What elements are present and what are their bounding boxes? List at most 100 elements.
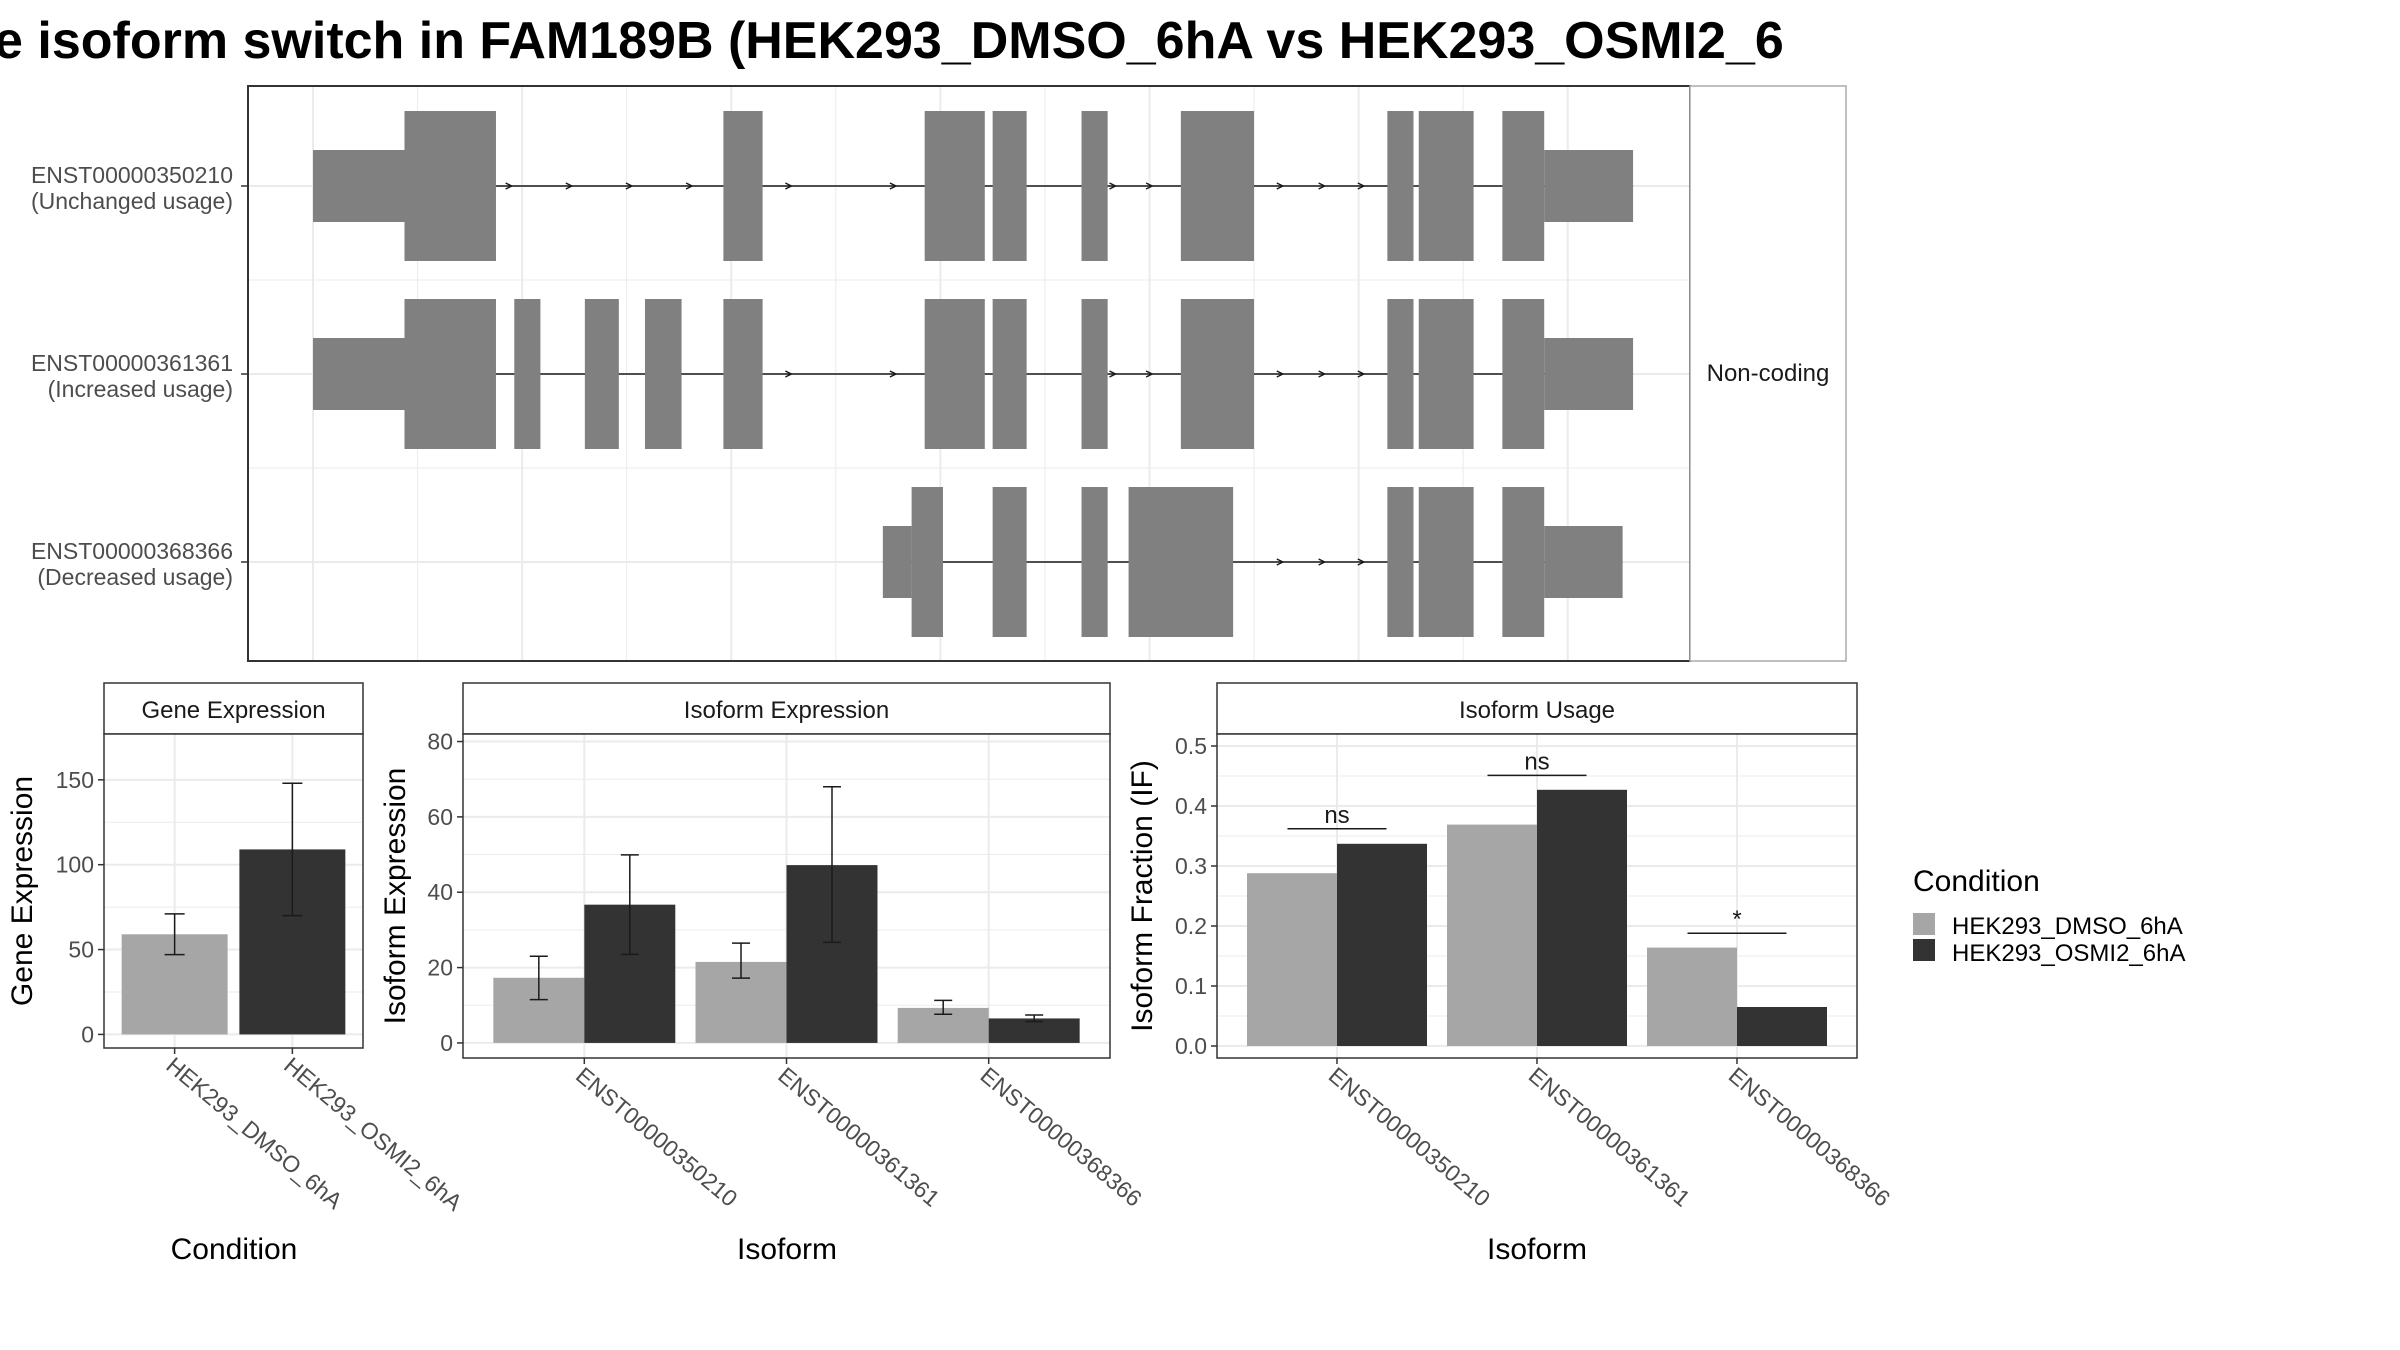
intron-arrow (1276, 558, 1285, 566)
y-tick-label: 0.4 (1175, 793, 1207, 819)
utr-exon (1544, 338, 1634, 410)
x-axis-title: Isoform (1487, 1233, 1587, 1266)
bar (988, 1018, 1080, 1043)
y-axis-title: Isoform Fraction (IF) (1126, 760, 1159, 1032)
x-axis-title: Isoform (737, 1233, 837, 1266)
x-tick-label: ENST00000368366 (1724, 1062, 1896, 1212)
intron-arrow (1109, 182, 1118, 190)
intron-arrow (625, 182, 634, 190)
y-tick-label: 0.3 (1175, 853, 1207, 879)
y-tick-label: 0 (440, 1030, 453, 1056)
coding-exon (404, 111, 496, 261)
x-tick-label: ENST00000361361 (773, 1062, 945, 1212)
significance-label: * (1732, 906, 1741, 933)
isoform-expression-panel: Isoform Expression 0 20 40 60 80 ENST000003502… (379, 682, 1147, 1266)
coding-exon (992, 487, 1027, 637)
bar (1247, 873, 1337, 1046)
coding-exon (992, 299, 1027, 449)
intron-arrow (785, 182, 794, 190)
intron-arrow (1145, 182, 1154, 190)
coding-exon (584, 299, 619, 449)
coding-exon (1081, 299, 1108, 449)
panel-title-strip (1216, 682, 1858, 735)
y-tick-label: 0 (81, 1021, 94, 1047)
x-tick-label: ENST00000350210 (1324, 1062, 1496, 1212)
x-tick-label: ENST00000368366 (975, 1062, 1147, 1212)
intron-arrow (565, 182, 574, 190)
intron-arrow (889, 182, 898, 190)
y-tick-label: 40 (427, 879, 453, 905)
coding-exon (1387, 299, 1414, 449)
panel-title: Isoform Usage (1459, 697, 1615, 724)
x-tick-label: ENST00000350210 (571, 1062, 743, 1212)
coding-exon (723, 111, 763, 261)
y-tick-label: 150 (56, 767, 94, 793)
coding-exon (1180, 299, 1255, 449)
gene-structure-strip-label: Non-coding (1707, 360, 1830, 387)
intron-arrow (1318, 182, 1327, 190)
bar (1337, 843, 1427, 1046)
intron-arrow (785, 370, 794, 378)
gene-structure-strip (1689, 85, 1847, 662)
y-tick-label: 100 (56, 852, 94, 878)
coding-exon (1180, 111, 1255, 261)
figure-title: e isoform switch in FAM189B (HEK293_DMSO… (0, 12, 1784, 70)
utr-exon (313, 338, 405, 410)
intron-arrow (1276, 182, 1285, 190)
intron-arrow (685, 182, 694, 190)
x-axis-title: Condition (171, 1233, 298, 1266)
coding-exon (1418, 487, 1474, 637)
transcript-id-label: ENST00000350210 (31, 162, 233, 188)
condition-legend: Condition HEK293_DMSO_6hA HEK293_OSMI2_6… (1913, 865, 2185, 967)
coding-exon (1418, 111, 1474, 261)
transcript-usage-label: (Increased usage) (48, 376, 233, 402)
transcript-usage-label: (Unchanged usage) (31, 188, 233, 214)
coding-exon (1081, 111, 1108, 261)
intron-arrow (889, 370, 898, 378)
intron-arrow (1145, 370, 1154, 378)
y-tick-label: 60 (427, 804, 453, 830)
coding-exon (644, 299, 682, 449)
legend-label-osmi2: HEK293_OSMI2_6hA (1952, 940, 2185, 967)
intron-arrow (1357, 558, 1366, 566)
intron-arrow (1276, 370, 1285, 378)
coding-exon (723, 299, 763, 449)
legend-title: Condition (1913, 865, 2040, 898)
y-axis-title: Gene Expression (6, 776, 39, 1006)
utr-exon (313, 150, 405, 222)
coding-exon (1081, 487, 1108, 637)
coding-exon (1502, 111, 1545, 261)
y-tick-label: 50 (68, 937, 94, 963)
y-tick-label: 0.1 (1175, 973, 1207, 999)
significance-label: ns (1324, 802, 1349, 829)
intron-arrow (1357, 182, 1366, 190)
coding-exon (1387, 111, 1414, 261)
coding-exon (992, 111, 1027, 261)
transcript-usage-label: (Decreased usage) (37, 564, 233, 590)
y-tick-label: 0.5 (1175, 733, 1207, 759)
panel-title: Isoform Expression (684, 697, 889, 724)
intron-arrow (505, 182, 514, 190)
coding-exon (1387, 487, 1414, 637)
transcript-id-label: ENST00000368366 (31, 538, 233, 564)
transcript-id-label: ENST00000361361 (31, 350, 233, 376)
bar (1447, 824, 1537, 1046)
legend-label-dmso: HEK293_DMSO_6hA (1952, 913, 2183, 940)
gene-structure-panel: Non-coding ENST00000350210(Unchanged usa… (31, 85, 1847, 662)
y-tick-label: 20 (427, 955, 453, 981)
significance-label: ns (1524, 748, 1549, 775)
panel-title: Gene Expression (141, 697, 325, 724)
bar (1737, 1007, 1827, 1046)
x-tick-label: ENST00000361361 (1524, 1062, 1696, 1212)
coding-exon (1418, 299, 1474, 449)
y-tick-label: 80 (427, 729, 453, 755)
coding-exon (1502, 487, 1545, 637)
utr-exon (882, 526, 912, 598)
coding-exon (924, 299, 985, 449)
y-tick-label: 0.2 (1175, 913, 1207, 939)
coding-exon (514, 299, 541, 449)
utr-exon (1544, 526, 1623, 598)
utr-exon (1544, 150, 1634, 222)
y-tick-label: 0.0 (1175, 1033, 1207, 1059)
